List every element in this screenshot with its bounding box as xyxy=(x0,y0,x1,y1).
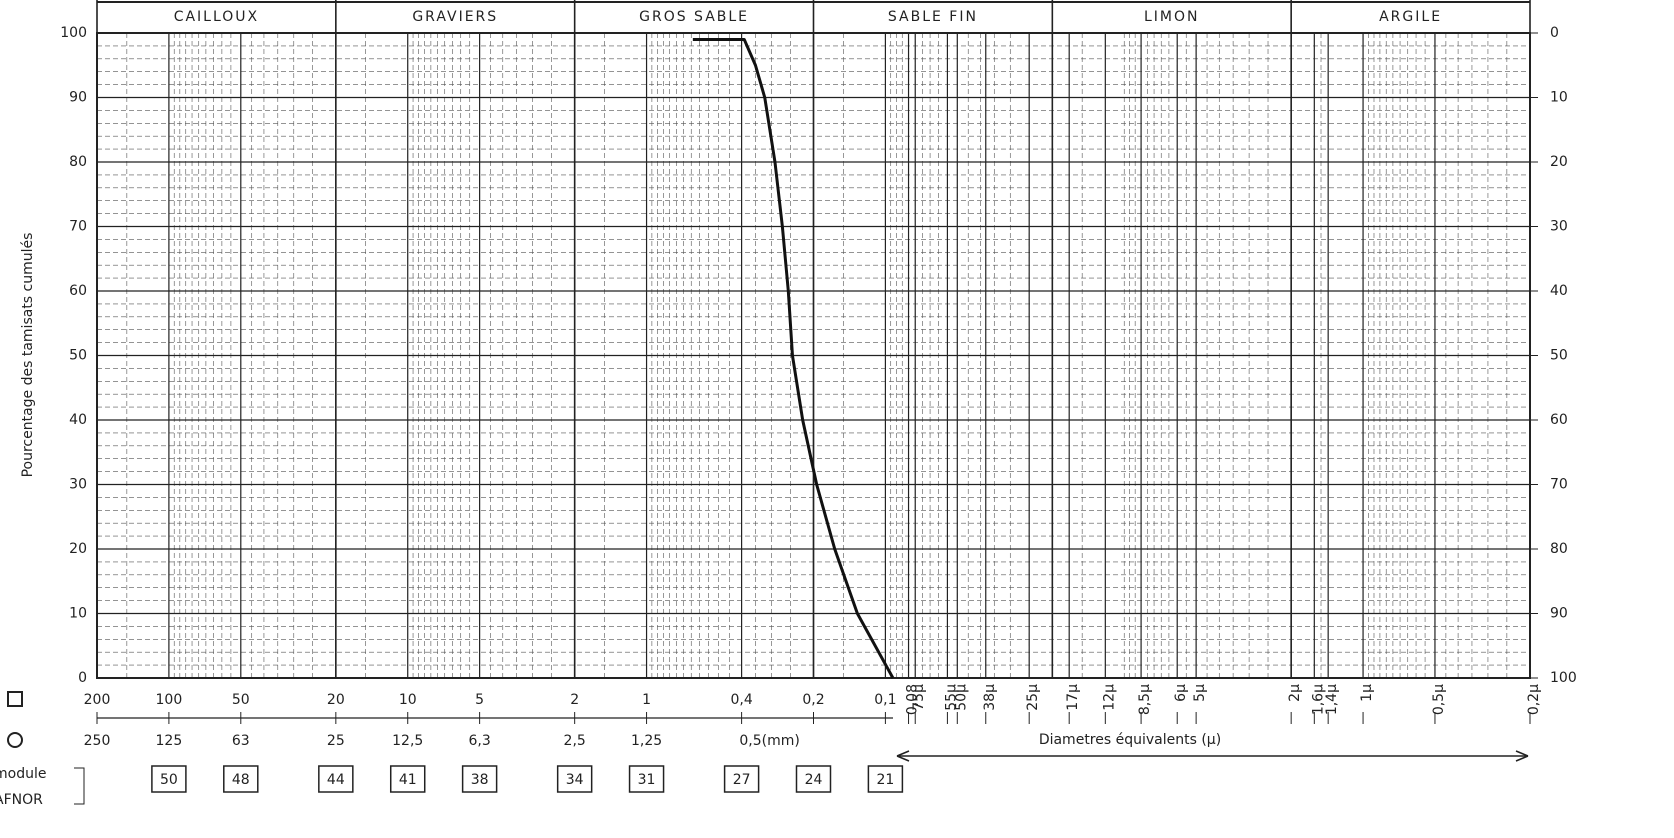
x-tick-label: 50 xyxy=(232,692,250,708)
x-tick-label: 0,08 xyxy=(905,684,921,715)
round-sieve-label: 63 xyxy=(232,733,250,749)
x-tick-label: 55µ xyxy=(943,684,959,711)
module-box xyxy=(223,765,259,793)
y-tick-label: 30 xyxy=(69,477,87,493)
y2-tick-label: 70 xyxy=(1550,477,1568,493)
series-line xyxy=(692,37,895,679)
x-tick-label: 20 xyxy=(327,692,345,708)
x-tick-label: 1 xyxy=(642,692,651,708)
module-label: 41 xyxy=(399,772,417,788)
y-tick-label: 90 xyxy=(69,90,87,106)
module-label: 38 xyxy=(471,772,489,788)
y2-tick-label: 80 xyxy=(1550,541,1568,557)
zone-label: CAILLOUX xyxy=(174,9,259,25)
round-sieve-label: 25 xyxy=(327,733,345,749)
y2-tick-label: 50 xyxy=(1550,348,1568,364)
y2-tick-label: 40 xyxy=(1550,283,1568,299)
module-box xyxy=(389,765,426,793)
round-sieve-label: 1,25 xyxy=(631,733,662,749)
x-tick-label: 0,1 xyxy=(874,692,896,708)
module-box xyxy=(795,765,832,793)
x-tick-label: 8,5µ xyxy=(1137,684,1153,715)
round-sieve-label: 6,3 xyxy=(468,733,490,749)
y-tick-label: 40 xyxy=(69,412,87,428)
y-axis-label: Pourcentage des tamisats cumulés xyxy=(20,233,36,478)
y-tick-label: 100 xyxy=(60,25,87,41)
module-box xyxy=(151,765,187,793)
module-box xyxy=(867,765,904,793)
module-label: 27 xyxy=(733,772,751,788)
module-bracket xyxy=(74,767,85,805)
x-tick-label: 17µ xyxy=(1065,684,1081,711)
round-sieve-label: 250 xyxy=(84,733,111,749)
module-box xyxy=(461,765,498,793)
module-box xyxy=(318,765,354,793)
round-sieve-symbol xyxy=(7,732,23,748)
zone-label: LIMON xyxy=(1144,9,1200,25)
x-axis-label: Diametres équivalents (µ) xyxy=(1039,732,1221,748)
square-sieve-symbol xyxy=(7,691,23,707)
module-label: 34 xyxy=(566,772,584,788)
x-tick-label: 100 xyxy=(156,692,183,708)
y2-tick-label: 100 xyxy=(1550,670,1577,686)
x-tick-label: 1,4µ xyxy=(1324,684,1340,715)
module-title: module xyxy=(0,766,46,782)
module-label: 48 xyxy=(232,772,250,788)
y-tick-label: 0 xyxy=(78,670,87,686)
x-tick-label: 1,6µ xyxy=(1310,684,1326,715)
y2-tick-label: 90 xyxy=(1550,606,1568,622)
x-tick-label: 0,2µ xyxy=(1526,684,1542,715)
y2-tick-label: 10 xyxy=(1550,90,1568,106)
x-tick-label: 2 xyxy=(570,692,579,708)
y-tick-label: 70 xyxy=(69,219,87,235)
x-tick-label: 0,5µ xyxy=(1431,684,1447,715)
zone-label: ARGILE xyxy=(1379,9,1442,25)
x-tick-label: 1µ xyxy=(1359,684,1375,702)
round-sieve-label: 12,5 xyxy=(392,733,423,749)
y2-tick-label: 60 xyxy=(1550,412,1568,428)
y-tick-label: 80 xyxy=(69,154,87,170)
x-tick-label: 12µ xyxy=(1101,684,1117,711)
y-tick-label: 60 xyxy=(69,283,87,299)
zone-label: GROS SABLE xyxy=(639,9,749,25)
y2-tick-label: 0 xyxy=(1550,25,1559,41)
module-label: 21 xyxy=(876,772,894,788)
module-box xyxy=(628,765,665,793)
y-tick-label: 50 xyxy=(69,348,87,364)
zone-label: GRAVIERS xyxy=(412,9,498,25)
x-tick-label: 38µ xyxy=(982,684,998,711)
x-tick-label: 10 xyxy=(399,692,417,708)
x-tick-label: 2µ xyxy=(1287,684,1303,702)
round-sieve-label: 2,5 xyxy=(564,733,586,749)
module-box xyxy=(556,765,593,793)
module-title: AFNOR xyxy=(0,792,43,808)
x-tick-label: 0,4 xyxy=(730,692,752,708)
module-label: 31 xyxy=(638,772,656,788)
x-tick-label: 5 xyxy=(475,692,484,708)
round-sieve-label: 125 xyxy=(156,733,183,749)
module-label: 50 xyxy=(160,772,178,788)
x-tick-label: 0,2 xyxy=(802,692,824,708)
module-label: 44 xyxy=(327,772,345,788)
x-tick-label: 50µ xyxy=(953,684,969,711)
arrow-heads xyxy=(896,750,1529,762)
x-tick-label: 25µ xyxy=(1025,684,1041,711)
round-sieve-label: 0,5(mm) xyxy=(739,733,799,749)
zone-label: SABLE FIN xyxy=(888,9,978,25)
y2-tick-label: 20 xyxy=(1550,154,1568,170)
y-tick-label: 10 xyxy=(69,606,87,622)
y2-tick-label: 30 xyxy=(1550,219,1568,235)
x-tick-label: 5µ xyxy=(1192,684,1208,702)
y-tick-label: 20 xyxy=(69,541,87,557)
x-tick-label: 200 xyxy=(84,692,111,708)
module-label: 24 xyxy=(805,772,823,788)
module-box xyxy=(723,765,760,793)
x-tick-label: 75µ xyxy=(911,684,927,711)
x-tick-label: 6µ xyxy=(1173,684,1189,702)
